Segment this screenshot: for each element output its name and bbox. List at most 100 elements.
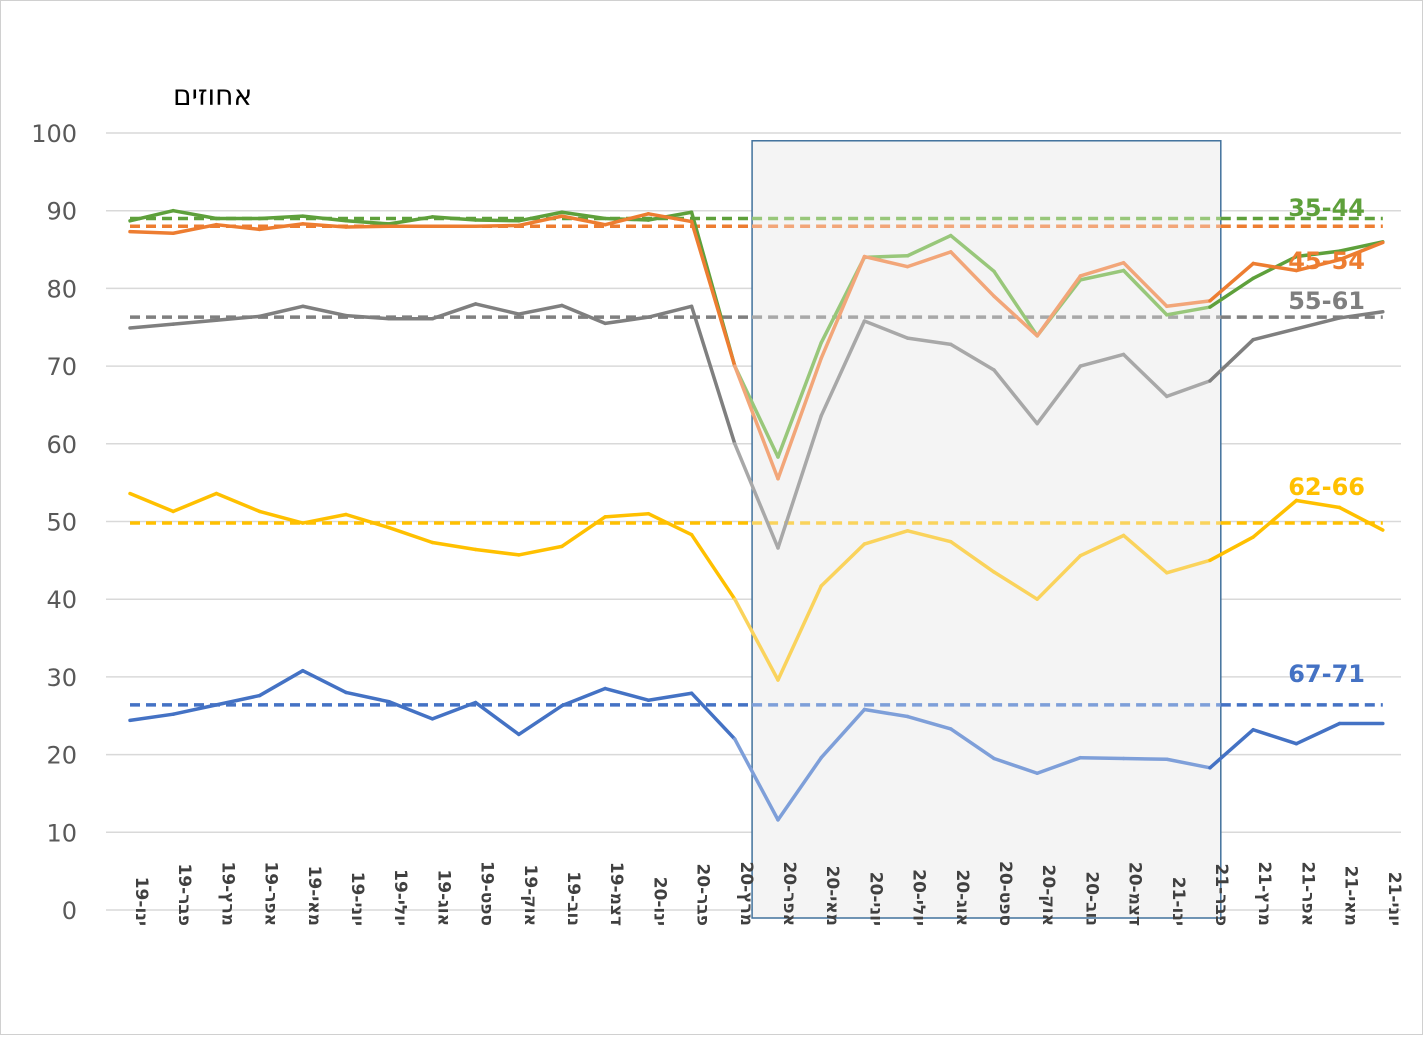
series-segment-35-44 — [257, 214, 305, 221]
x-tick-label: ספט-20 — [995, 861, 1015, 926]
series-segment-62-66 — [1294, 498, 1342, 510]
series-segment-45-54 — [517, 214, 564, 228]
series-segment-55-61 — [603, 315, 651, 326]
series-segment-55-61 — [733, 442, 780, 550]
series-segment-62-66 — [517, 544, 564, 557]
series-label-35-44: 35-44 — [1288, 194, 1365, 222]
series-segment-55-61 — [128, 322, 175, 330]
series-segment-45-54 — [949, 250, 996, 298]
series-segment-55-61 — [992, 368, 1039, 426]
series-segment-35-44 — [1294, 249, 1342, 259]
series-segment-62-66 — [473, 547, 521, 557]
series-segment-67-71 — [992, 756, 1039, 775]
x-tick-label: דצמ-19 — [606, 862, 626, 926]
series-segment-62-66 — [733, 597, 780, 682]
series-segment-35-44 — [1337, 240, 1385, 253]
series-segment-45-54 — [1294, 257, 1342, 273]
series-segment-55-61 — [1035, 364, 1083, 426]
x-tick-label: מרץ-19 — [217, 861, 237, 926]
series-segment-35-44 — [301, 214, 348, 223]
y-tick-label: 80 — [46, 275, 77, 303]
series-segment-45-54 — [603, 212, 651, 227]
series-segment-55-61 — [301, 304, 348, 318]
series-segment-67-71 — [128, 712, 175, 723]
x-tick-label: אפר-21 — [1297, 861, 1317, 926]
series-segment-62-66 — [603, 511, 651, 519]
x-tick-label: ינו-19 — [131, 877, 151, 926]
series-segment-35-44 — [171, 208, 219, 221]
series-segment-55-61 — [560, 303, 607, 326]
series-segment-45-54 — [646, 212, 694, 224]
series-segment-67-71 — [387, 700, 435, 721]
series-segment-67-71 — [560, 686, 607, 708]
series-segment-45-54 — [1078, 261, 1126, 278]
series-segment-67-71 — [603, 686, 651, 702]
series-segment-62-66 — [819, 542, 867, 588]
x-tick-label: פבר-20 — [693, 863, 713, 926]
series-segment-45-54 — [819, 254, 867, 361]
series-segment-67-71 — [689, 691, 737, 741]
series-segment-62-66 — [905, 529, 953, 544]
series-segment-45-54 — [214, 222, 262, 232]
series-segment-45-54 — [1121, 261, 1169, 309]
y-tick-label: 60 — [46, 431, 77, 459]
series-segment-55-61 — [949, 342, 996, 372]
x-tick-label: ינו-20 — [649, 877, 669, 926]
x-tick-label: פבר-21 — [1211, 863, 1231, 926]
y-tick-label: 0 — [62, 897, 77, 925]
series-segment-62-66 — [646, 511, 694, 537]
series-segment-55-61 — [1165, 379, 1212, 399]
series-segment-62-66 — [387, 525, 435, 545]
series-segment-35-44 — [344, 219, 391, 226]
series-segment-67-71 — [733, 737, 780, 822]
series-segment-62-66 — [862, 529, 910, 546]
x-tick-label: אוק-20 — [1038, 865, 1058, 926]
series-segment-45-54 — [733, 364, 780, 481]
series-segment-55-61 — [776, 414, 823, 550]
series-segment-55-61 — [1294, 316, 1342, 331]
series-segment-67-71 — [1165, 757, 1212, 770]
x-tick-label: מאי-21 — [1341, 866, 1361, 926]
series-segment-55-61 — [905, 336, 953, 347]
series-segment-62-66 — [1208, 535, 1255, 563]
series-segment-55-61 — [517, 303, 564, 316]
x-tick-label: ספט-19 — [477, 861, 497, 926]
y-tick-label: 20 — [46, 742, 77, 770]
series-segment-67-71 — [949, 727, 996, 761]
y-tick-label: 50 — [46, 509, 77, 537]
series-segment-45-54 — [473, 223, 521, 228]
series-segment-62-66 — [949, 539, 996, 574]
series-segment-45-54 — [301, 222, 348, 229]
series-segment-62-66 — [1035, 553, 1083, 601]
series-segment-55-61 — [1078, 352, 1126, 368]
series-label-45-54: 45-54 — [1288, 247, 1365, 275]
x-tick-label: מרץ-20 — [736, 861, 756, 926]
series-segment-67-71 — [646, 691, 694, 702]
series-segment-45-54 — [1337, 240, 1385, 262]
series-segment-67-71 — [1035, 755, 1083, 775]
x-tick-label: פבר-19 — [174, 863, 194, 926]
series-segment-67-71 — [862, 707, 910, 719]
series-segment-35-44 — [776, 341, 823, 459]
x-tick-label: אפר-20 — [779, 861, 799, 926]
series-segment-35-44 — [905, 233, 953, 258]
series-segment-67-71 — [1121, 756, 1169, 762]
series-label-62-66: 62-66 — [1288, 473, 1365, 501]
series-segment-35-44 — [560, 210, 607, 221]
x-tick-label: מאי-19 — [304, 866, 324, 926]
series-segment-62-66 — [171, 491, 219, 514]
series-segment-67-71 — [1294, 721, 1342, 746]
series-segment-55-61 — [171, 318, 219, 326]
series-segment-45-54 — [1035, 274, 1083, 338]
series-segment-62-66 — [128, 491, 175, 514]
series-segment-67-71 — [1078, 755, 1126, 761]
series-segment-35-44 — [1208, 276, 1255, 309]
series-segment-45-54 — [1165, 299, 1212, 309]
series-segment-55-61 — [862, 319, 910, 340]
x-tick-label: נוב-20 — [1081, 871, 1101, 926]
series-label-67-71: 67-71 — [1288, 660, 1365, 688]
series-labels: 35-44 45-54 55-61 62-66 67-71 — [1288, 194, 1365, 688]
series-segment-55-61 — [430, 302, 478, 321]
series-segment-62-66 — [344, 512, 391, 530]
